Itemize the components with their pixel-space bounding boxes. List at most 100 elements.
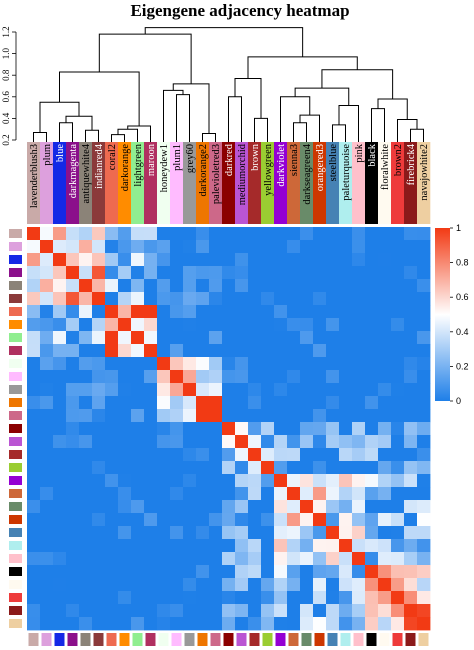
- dendrogram-tick-label: 0.4: [1, 112, 11, 124]
- heatmap-cell: [417, 279, 431, 293]
- heatmap-cell: [365, 240, 379, 254]
- dendrogram-link: [280, 96, 311, 142]
- heatmap-cell: [417, 617, 431, 631]
- heatmap-cell: [92, 617, 106, 631]
- row-color-swatch: [9, 476, 22, 485]
- heatmap-cell: [170, 383, 184, 397]
- heatmap-cell: [235, 474, 249, 488]
- heatmap-cell: [105, 552, 119, 566]
- heatmap-cell: [274, 318, 288, 332]
- heatmap-cell: [365, 435, 379, 449]
- heatmap-cell: [131, 539, 145, 553]
- heatmap-cell: [404, 448, 418, 462]
- heatmap-cell: [222, 227, 236, 241]
- heatmap-cell: [391, 617, 405, 631]
- heatmap-cell: [391, 279, 405, 293]
- heatmap-cell: [313, 448, 327, 462]
- heatmap-cell: [183, 552, 197, 566]
- heatmap-cell: [274, 604, 288, 618]
- row-color-swatch: [9, 268, 22, 277]
- heatmap-cell: [40, 552, 54, 566]
- dendrogram-link: [410, 128, 424, 142]
- heatmap-cell: [27, 318, 41, 332]
- heatmap-cell: [53, 591, 67, 605]
- heatmap-cell: [131, 617, 145, 631]
- heatmap-cell: [300, 331, 314, 345]
- heatmap-cell: [378, 461, 392, 475]
- heatmap-cell: [404, 266, 418, 280]
- heatmap-cell: [157, 617, 171, 631]
- module-label: indianred4: [94, 143, 105, 189]
- heatmap-cell: [248, 396, 262, 410]
- row-color-swatch: [9, 359, 22, 368]
- heatmap-cell: [131, 305, 145, 319]
- module-label: darkmagenta: [68, 144, 79, 199]
- heatmap-cell: [157, 396, 171, 410]
- heatmap-cell: [326, 500, 340, 514]
- heatmap-cell: [170, 357, 184, 371]
- heatmap-cell: [287, 435, 301, 449]
- heatmap-cell: [365, 487, 379, 501]
- heatmap-cell: [131, 474, 145, 488]
- heatmap-cell: [183, 578, 197, 592]
- heatmap-cell: [274, 292, 288, 306]
- row-color-swatch: [9, 515, 22, 524]
- heatmap-cell: [248, 266, 262, 280]
- heatmap-cell: [196, 344, 210, 358]
- heatmap-cell: [326, 539, 340, 553]
- module-label-bg: [261, 142, 275, 224]
- heatmap-cell: [339, 591, 353, 605]
- column-color-swatch: [184, 633, 195, 646]
- heatmap-cell: [53, 604, 67, 618]
- module-label-bg: [209, 142, 223, 224]
- heatmap-cell: [326, 292, 340, 306]
- heatmap-cell: [313, 578, 327, 592]
- heatmap-cell: [248, 591, 262, 605]
- heatmap-cell: [157, 422, 171, 436]
- row-color-swatch: [9, 281, 22, 290]
- heatmap-cell: [339, 409, 353, 423]
- heatmap-cell: [209, 435, 223, 449]
- heatmap-cell: [53, 370, 67, 384]
- row-color-swatch: [9, 554, 22, 563]
- heatmap-cell: [339, 461, 353, 475]
- row-color-swatch: [9, 580, 22, 589]
- heatmap-cell: [118, 487, 132, 501]
- heatmap-cell: [300, 461, 314, 475]
- heatmap-cell: [391, 318, 405, 332]
- heatmap-cell: [157, 591, 171, 605]
- heatmap-cell: [339, 383, 353, 397]
- heatmap-cell: [157, 305, 171, 319]
- heatmap-cell: [157, 461, 171, 475]
- heatmap-cell: [378, 344, 392, 358]
- heatmap-cell: [404, 526, 418, 540]
- heatmap-cell: [183, 500, 197, 514]
- heatmap-cell: [40, 539, 54, 553]
- heatmap-cell: [131, 500, 145, 514]
- heatmap-cell: [378, 565, 392, 579]
- heatmap-cell: [248, 305, 262, 319]
- heatmap-cell: [131, 318, 145, 332]
- heatmap-cell: [313, 305, 327, 319]
- heatmap-cell: [378, 591, 392, 605]
- heatmap-cell: [287, 500, 301, 514]
- heatmap-cell: [248, 253, 262, 267]
- heatmap-cell: [118, 565, 132, 579]
- heatmap-cell: [274, 565, 288, 579]
- heatmap-cell: [105, 604, 119, 618]
- heatmap-cell: [131, 565, 145, 579]
- heatmap-cell: [170, 526, 184, 540]
- heatmap-cell: [326, 487, 340, 501]
- heatmap-cell: [170, 617, 184, 631]
- chart-title: Eigengene adjacency heatmap: [130, 1, 349, 20]
- heatmap-cell: [183, 422, 197, 436]
- heatmap-cell: [170, 422, 184, 436]
- heatmap-cell: [209, 383, 223, 397]
- heatmap-cell: [27, 227, 41, 241]
- heatmap-cell: [222, 500, 236, 514]
- heatmap-cell: [53, 240, 67, 254]
- heatmap-cell: [352, 383, 366, 397]
- heatmap-cell: [404, 370, 418, 384]
- heatmap-cell: [131, 604, 145, 618]
- heatmap-cell: [183, 617, 197, 631]
